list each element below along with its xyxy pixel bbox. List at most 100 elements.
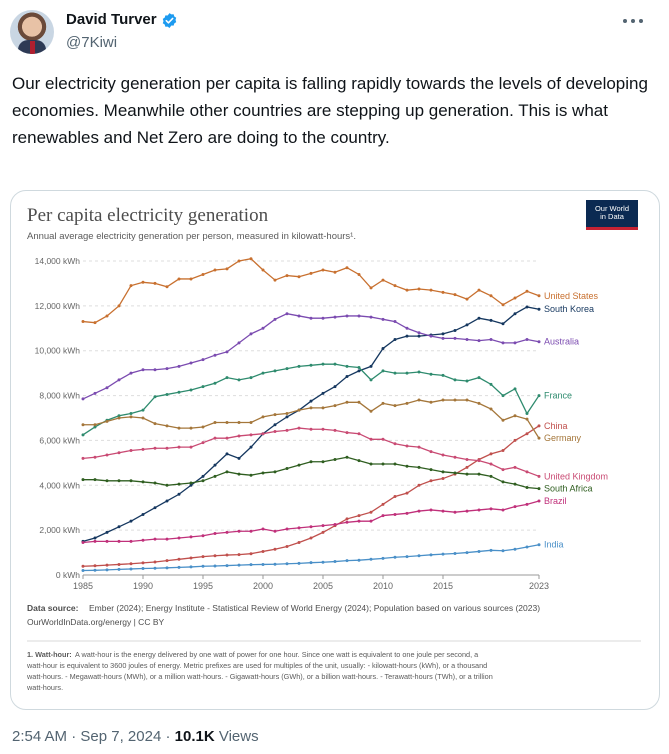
- data-point: [465, 472, 469, 476]
- data-point: [297, 275, 301, 279]
- data-point: [237, 456, 241, 460]
- data-point: [273, 562, 277, 566]
- footnote-line1: A watt-hour is the energy delivered by o…: [75, 650, 479, 659]
- data-point: [213, 436, 217, 440]
- data-point: [537, 340, 541, 344]
- data-point: [225, 530, 229, 534]
- data-point: [345, 314, 349, 318]
- data-point: [165, 424, 169, 428]
- data-point: [177, 426, 181, 430]
- data-point: [381, 502, 385, 506]
- data-point: [165, 559, 169, 563]
- data-point: [465, 323, 469, 327]
- data-point: [93, 321, 97, 325]
- y-tick-label: 4,000 kWh: [39, 480, 80, 490]
- data-point: [357, 272, 361, 276]
- data-point: [285, 545, 289, 549]
- data-point: [321, 524, 325, 528]
- data-point: [153, 368, 157, 372]
- data-point: [501, 449, 505, 453]
- data-point: [273, 317, 277, 321]
- data-point: [273, 413, 277, 417]
- data-point: [381, 401, 385, 405]
- avatar[interactable]: [10, 10, 54, 54]
- tweet-media-image[interactable]: Per capita electricity generation Annual…: [10, 190, 660, 710]
- data-point: [93, 423, 97, 427]
- data-point: [213, 353, 217, 357]
- data-point: [537, 543, 541, 547]
- data-point: [489, 452, 493, 456]
- data-point: [237, 378, 241, 382]
- data-point: [369, 510, 373, 514]
- data-point: [105, 563, 109, 567]
- data-point: [321, 268, 325, 272]
- data-point: [81, 397, 85, 401]
- data-point: [81, 478, 85, 482]
- chart-subtitle: Annual average electricity generation pe…: [27, 231, 356, 242]
- series-label: China: [544, 421, 568, 431]
- data-point: [369, 286, 373, 290]
- data-point: [465, 379, 469, 383]
- data-point: [237, 434, 241, 438]
- series-united-states: [81, 257, 541, 325]
- x-tick-label: 2000: [253, 581, 273, 591]
- data-point: [213, 381, 217, 385]
- data-point: [345, 520, 349, 524]
- data-point: [417, 465, 421, 469]
- data-point: [441, 470, 445, 474]
- series-brazil: [81, 499, 541, 544]
- data-point: [525, 412, 529, 416]
- series-line: [83, 399, 540, 439]
- data-point: [477, 472, 481, 476]
- data-point: [381, 437, 385, 441]
- data-point: [369, 557, 373, 561]
- data-point: [345, 266, 349, 270]
- data-point: [153, 422, 157, 426]
- data-point: [213, 532, 217, 536]
- author-name-row[interactable]: David Turver: [66, 10, 178, 30]
- data-point: [441, 509, 445, 513]
- data-point: [81, 423, 85, 427]
- data-point: [237, 563, 241, 567]
- data-point: [345, 455, 349, 459]
- data-point: [357, 314, 361, 318]
- tweet-time[interactable]: 2:54 AM: [12, 728, 68, 745]
- data-point: [477, 339, 481, 343]
- data-point: [321, 460, 325, 464]
- data-point: [417, 331, 421, 335]
- author-handle[interactable]: @7Kiwi: [66, 34, 118, 51]
- data-point: [153, 395, 157, 399]
- data-point: [453, 378, 457, 382]
- data-point: [333, 315, 337, 319]
- data-point: [417, 483, 421, 487]
- owid-logo[interactable]: Our World in Data: [586, 200, 638, 230]
- ellipsis-icon[interactable]: [622, 14, 644, 30]
- footnote-line3: watt-hours. - Megawatt-hours (MWh), or a…: [26, 672, 493, 681]
- meta-separator: ·: [71, 728, 77, 745]
- data-point: [441, 453, 445, 457]
- series-line: [82, 306, 540, 542]
- tweet-date[interactable]: Sep 7, 2024: [80, 728, 162, 745]
- author-display-name[interactable]: David Turver: [66, 11, 157, 28]
- data-point: [441, 290, 445, 294]
- data-point: [225, 553, 229, 557]
- data-point: [141, 280, 145, 284]
- data-point: [273, 278, 277, 282]
- data-point: [249, 257, 253, 261]
- data-point: [369, 437, 373, 441]
- data-point: [201, 272, 205, 276]
- data-point: [309, 427, 313, 431]
- data-point: [501, 394, 505, 398]
- data-point: [513, 414, 517, 418]
- data-point: [393, 404, 397, 408]
- data-point: [153, 506, 157, 510]
- data-point: [297, 426, 301, 430]
- x-tick-label: 2023: [529, 581, 549, 591]
- series-label: Brazil: [544, 496, 567, 506]
- data-point: [489, 338, 493, 341]
- x-tick-label: 1995: [193, 581, 213, 591]
- data-point: [405, 371, 409, 375]
- data-point: [453, 510, 457, 514]
- data-point: [441, 332, 445, 336]
- data-point: [201, 425, 205, 429]
